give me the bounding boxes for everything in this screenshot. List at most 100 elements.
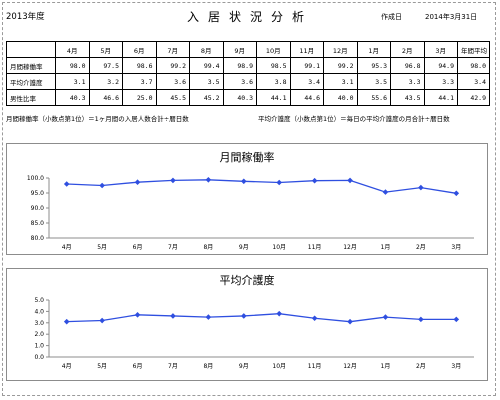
y-tick-label: 85.0	[31, 220, 45, 227]
occupancy-formula-note: 月間稼働率（小数点第1位）＝1ヶ月間の入居人数合計÷暦日数	[6, 115, 189, 123]
table-cell: 99.2	[323, 57, 358, 74]
table-cell: 3.5	[356, 73, 391, 90]
y-tick-label: 1.0	[34, 343, 44, 350]
table-cell: 44.1	[423, 89, 458, 106]
x-tick-label: 8月	[203, 363, 213, 370]
table-cell: 3.7	[122, 73, 157, 90]
data-point	[382, 189, 389, 195]
data-point	[382, 314, 389, 320]
header-corner	[6, 41, 56, 58]
x-tick-label: 4月	[62, 244, 72, 251]
table-cell: 45.2	[189, 89, 224, 106]
care-level-formula-note: 平均介護度（小数点第1位）＝毎日の平均介護度の月合計÷暦日数	[258, 115, 450, 123]
created-date: 2014年3月31日	[425, 13, 478, 21]
x-tick-label: 8月	[203, 244, 213, 251]
table-cell: 98.0	[55, 57, 90, 74]
table-cell: 3.4	[289, 73, 324, 90]
y-tick-label: 2.0	[34, 331, 44, 338]
table-cell: 3.3	[423, 73, 458, 90]
y-tick-label: 90.0	[31, 205, 45, 212]
report-sheet	[2, 2, 496, 396]
x-tick-label: 10月	[272, 363, 286, 370]
table-row: 平均介護度 3.1 3.2 3.7 3.6 3.5 3.6 3.8 3.4 3.…	[6, 73, 490, 90]
x-tick-label: 9月	[239, 363, 249, 370]
table-cell: 46.6	[88, 89, 123, 106]
table-cell: 44.6	[289, 89, 324, 106]
row-label: 月間稼働率	[6, 57, 56, 74]
x-tick-label: 3月	[451, 244, 461, 251]
table-cell: 45.5	[155, 89, 190, 106]
series-line	[66, 313, 457, 323]
y-tick-label: 80.0	[31, 235, 45, 242]
table-cell: 25.0	[122, 89, 157, 106]
table-cell: 99.2	[155, 57, 190, 74]
table-row: 月間稼働率 98.0 97.5 98.6 99.2 99.4 98.9 98.5…	[6, 57, 490, 74]
table-cell: 3.6	[155, 73, 190, 90]
x-tick-label: 12月	[343, 244, 357, 251]
table-cell: 3.1	[55, 73, 90, 90]
data-point	[276, 179, 283, 186]
table-header-row: 4月 5月 6月 7月 8月 9月 10月 11月 12月 1月 2月 3月 年…	[6, 41, 490, 58]
table-cell: 98.9	[222, 57, 257, 74]
occupancy-chart: 月間稼働率 100.0 95.0 90.0 85.0 80.0 4月 5月 6月 7月 8月 9月 10…	[27, 150, 474, 251]
table-cell: 99.4	[189, 57, 224, 74]
x-tick-label: 10月	[272, 244, 286, 251]
page-title: 入居状況分析	[186, 10, 313, 24]
data-point	[347, 318, 353, 325]
y-tick-label: 100.0	[27, 175, 44, 182]
care-level-chart: 平均介護度 5.0 4.0 3.0 2.0 1.0 0.0 4月 5月 6月 7月 8月 9月 10月 11…	[34, 273, 474, 370]
data-point	[240, 178, 247, 185]
fiscal-year: 2013年度	[6, 12, 45, 22]
table-cell: 3.6	[222, 73, 257, 90]
table-cell: 42.9	[457, 89, 490, 106]
data-point	[99, 317, 105, 324]
column-header: 10月	[256, 41, 291, 58]
column-header: 2月	[390, 41, 425, 58]
table-cell: 97.5	[88, 57, 123, 74]
x-tick-label: 7月	[168, 244, 178, 251]
table-cell: 40.3	[222, 89, 257, 106]
x-tick-label: 5月	[97, 244, 107, 251]
series-line	[66, 179, 457, 194]
x-tick-label: 2月	[416, 244, 426, 251]
column-header: 1月	[356, 41, 391, 58]
table-cell: 3.5	[189, 73, 224, 90]
column-header: 4月	[55, 41, 90, 58]
data-point	[453, 190, 460, 197]
created-label: 作成日	[381, 13, 402, 21]
table-cell: 40.3	[55, 89, 90, 106]
column-header: 年間平均	[457, 41, 490, 58]
chart-title: 月間稼働率	[220, 150, 275, 164]
column-header: 11月	[289, 41, 324, 58]
row-label: 平均介護度	[6, 73, 56, 90]
table-cell: 96.8	[390, 57, 425, 74]
table-cell: 43.5	[390, 89, 425, 106]
x-tick-label: 6月	[133, 363, 143, 370]
table-cell: 94.9	[423, 57, 458, 74]
column-header: 5月	[88, 41, 123, 58]
column-header: 9月	[222, 41, 257, 58]
x-tick-label: 11月	[308, 363, 322, 370]
data-point	[311, 315, 318, 322]
table-cell: 3.8	[256, 73, 291, 90]
table-cell: 95.3	[356, 57, 391, 74]
data-point	[134, 312, 141, 318]
table-cell: 3.2	[88, 73, 123, 90]
data-point	[240, 313, 247, 319]
chart-title: 平均介護度	[220, 273, 275, 287]
column-header: 3月	[423, 41, 458, 58]
data-point	[63, 181, 70, 187]
x-tick-label: 1月	[381, 244, 391, 251]
table-cell: 98.5	[256, 57, 291, 74]
y-tick-label: 5.0	[34, 297, 44, 304]
data-point	[134, 179, 141, 185]
data-point	[63, 318, 70, 325]
table-cell: 44.1	[256, 89, 291, 106]
x-tick-label: 4月	[62, 363, 72, 370]
table-cell: 98.6	[122, 57, 157, 74]
table-cell: 98.0	[457, 57, 490, 74]
table-cell: 99.1	[289, 57, 324, 74]
x-tick-label: 1月	[381, 363, 391, 370]
y-tick-label: 0.0	[34, 354, 44, 361]
x-tick-label: 12月	[343, 363, 357, 370]
